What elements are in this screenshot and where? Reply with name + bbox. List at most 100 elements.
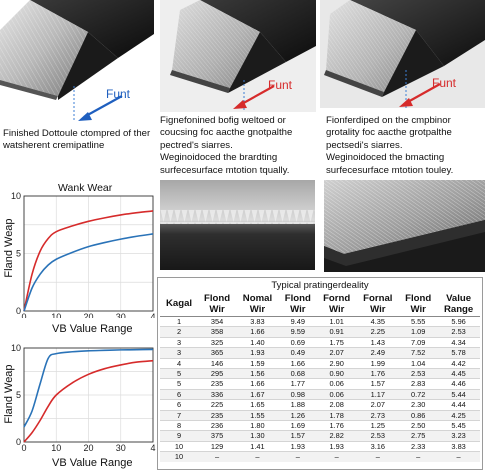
photo-label-3: Funt	[432, 76, 457, 90]
y-tick-label: 0	[16, 306, 21, 316]
x-tick-label: 0	[21, 312, 26, 318]
table-cell: 2.83	[399, 378, 438, 390]
photo-label-2: Funt	[268, 78, 293, 92]
table-cell: 2.90	[316, 357, 357, 369]
table-cell: 3.23	[437, 430, 480, 442]
table-cell: 1.55	[236, 409, 279, 421]
table-cell: 1.57	[278, 430, 317, 442]
table-cell: 1.88	[278, 399, 317, 411]
table-cell: 2.82	[316, 430, 357, 442]
chart-xlabel-1: VB Value Range	[52, 323, 133, 335]
table-cell: 9.49	[278, 315, 317, 327]
table-cell: 1.30	[236, 430, 279, 442]
table-cell: 1.77	[278, 378, 317, 390]
table-cell: 2.53	[437, 326, 480, 338]
table-cell: 146	[198, 357, 237, 369]
table-row: 7 235 1.55 1.26 1.78 2.73 0.86 4.25	[160, 409, 480, 421]
table-cell: 10	[160, 451, 199, 462]
table-cell: 1.59	[236, 357, 279, 369]
x-tick-label: 4	[150, 443, 155, 453]
table-cell: 2.33	[399, 440, 438, 452]
table-cell: 2.53	[356, 430, 400, 442]
table-cell: 6	[160, 388, 199, 400]
table-cell: 4.42	[437, 357, 480, 369]
table-cell: –	[198, 451, 237, 462]
table-cell: 1.01	[316, 315, 357, 327]
table-cell: 3.16	[356, 440, 400, 452]
table-cell: 1.76	[316, 420, 357, 431]
table-cell: 325	[198, 336, 237, 348]
table-cell: 0.06	[316, 388, 357, 400]
table-cell: 5	[160, 368, 199, 379]
table-cell: 2.53	[399, 368, 438, 379]
x-tick-label: 30	[116, 443, 126, 453]
table-row: 1 354 3.83 9.49 1.01 4.35 5.55 5.96	[160, 315, 480, 327]
table-header-5: Fornal Wir	[356, 293, 400, 317]
table-cell: 4.44	[437, 399, 480, 411]
table-cell: 4.46	[437, 378, 480, 390]
axes-frame	[23, 347, 154, 443]
table-cell: 1.43	[356, 336, 400, 348]
chart-title-1: Wank Wear	[58, 182, 113, 194]
table-cell: 1.76	[356, 368, 400, 379]
y-tick-label: 5	[16, 249, 21, 259]
table-cell: 4	[160, 357, 199, 369]
table-cell: 1.25	[356, 420, 400, 431]
table-cell: 365	[198, 347, 237, 359]
tool-photo-1	[0, 0, 154, 120]
table-cell: 7	[160, 409, 199, 421]
table-title: Typical pratingerdeality	[271, 280, 369, 291]
table-cell: 3	[160, 336, 199, 348]
photo-caption-3: Fionferdiped on the cmpbinor grotality f…	[326, 115, 454, 176]
table-cell: 1.78	[316, 409, 357, 421]
table-cell: 295	[198, 368, 237, 379]
table-cell: 235	[198, 409, 237, 421]
table-cell: 1.93	[316, 440, 357, 452]
table-cell: 1.93	[278, 440, 317, 452]
table-cell: 2.73	[356, 409, 400, 421]
y-tick-label: 10	[11, 343, 21, 353]
chart-xlabel-2: VB Value Range	[52, 457, 133, 469]
photo-caption-2: Fignefonined bofig weltoed or coucsing f…	[160, 115, 293, 176]
y-tick-label: 0	[16, 437, 21, 447]
table-cell: 3.83	[437, 440, 480, 452]
table-cell: 375	[198, 430, 237, 442]
wear-chart-2: Fland Weap 0 10 20 30 4 0 5 10 VB Value Range	[0, 340, 158, 472]
table-cell: 2.75	[399, 430, 438, 442]
table-cell: 2.08	[316, 399, 357, 411]
table-cell: 236	[198, 420, 237, 431]
x-tick-label: 30	[116, 312, 126, 318]
table-cell: 1.99	[356, 357, 400, 369]
table-cell: –	[356, 451, 400, 462]
arrow-icon-2	[230, 80, 290, 114]
table-cell: 9.59	[278, 326, 317, 338]
table-cell: 1.04	[399, 357, 438, 369]
y-tick-label: 10	[11, 191, 21, 201]
table-cell: 3.83	[236, 315, 279, 327]
table-header-1: Flond Wir	[198, 293, 237, 317]
table-cell: –	[437, 451, 480, 462]
table-cell: 2.49	[356, 347, 400, 359]
table-cell: 5.45	[437, 420, 480, 431]
table-cell: 2.07	[356, 399, 400, 411]
table-cell: 0.49	[278, 347, 317, 359]
table-row: 3 365 1.93 0.49 2.07 2.49 7.52 5.78	[160, 347, 480, 359]
table-cell: 1.57	[356, 378, 400, 390]
table-cell: 1.66	[236, 378, 279, 390]
tool-photo-3	[320, 0, 485, 108]
table-row: 8 236 1.80 1.69 1.76 1.25 2.50 5.45	[160, 420, 480, 431]
table-cell: 0.91	[316, 326, 357, 338]
table-cell: 0.06	[316, 378, 357, 390]
table-cell: 1.65	[236, 399, 279, 411]
table-cell: 0.98	[278, 388, 317, 400]
table-cell: 5.78	[437, 347, 480, 359]
table-cell: –	[236, 451, 279, 462]
table-cell: –	[316, 451, 357, 462]
series-line-0	[23, 210, 154, 312]
table-cell: 0.72	[399, 388, 438, 400]
table-cell: 7.09	[399, 336, 438, 348]
wear-chart-1: Wank Wear Fland Weap 0 10 20 30 4 0 5 10 VB Val…	[0, 178, 158, 338]
photo-caption-1: Finished Dottoule ctompred of ther watsh…	[3, 128, 151, 152]
table-cell: 5.55	[399, 315, 438, 327]
